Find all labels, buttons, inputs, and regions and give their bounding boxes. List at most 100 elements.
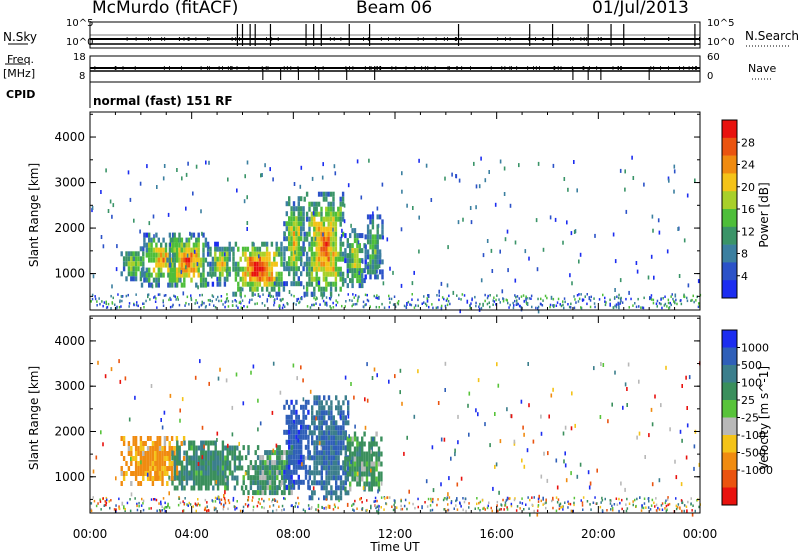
echo-cell — [305, 261, 309, 267]
colorbar-tick-label: 28 — [741, 136, 755, 149]
near-range-cell — [208, 303, 211, 306]
scatter-cell — [343, 203, 346, 208]
near-range-cell — [523, 300, 525, 303]
echo-cell — [146, 436, 150, 441]
near-range-cell — [107, 302, 110, 306]
echo-cell — [183, 252, 186, 258]
scatter-cell — [129, 197, 132, 202]
echo-cell — [339, 495, 343, 501]
echo-cell — [365, 451, 369, 457]
near-range-cell — [257, 501, 260, 504]
echo-cell — [148, 277, 151, 283]
echo-cell — [134, 261, 138, 267]
scatter-cell — [447, 245, 449, 250]
echo-cell — [155, 282, 158, 288]
near-range-cell — [658, 302, 661, 305]
echo-cell — [204, 460, 208, 466]
echo-cell — [310, 256, 314, 262]
echo-cell — [374, 234, 377, 240]
echo-cell — [185, 465, 189, 471]
echo-cell — [157, 267, 160, 273]
scatter-cell — [450, 456, 452, 461]
echo-cell — [358, 278, 361, 284]
echo-cell — [266, 475, 269, 481]
echo-cell — [285, 460, 289, 466]
echo-cell — [151, 446, 155, 451]
echo-cell — [290, 479, 293, 485]
echo-cell — [268, 475, 272, 481]
echo-cell — [174, 242, 177, 248]
scatter-cell — [650, 407, 653, 412]
echo-cell — [212, 470, 215, 476]
near-range-cell — [388, 305, 390, 309]
echo-cell — [325, 236, 328, 242]
echo-cell — [256, 465, 260, 471]
near-range-cell — [182, 509, 185, 512]
echo-cell — [157, 277, 160, 283]
near-range-cell — [203, 301, 205, 305]
near-range-cell — [388, 294, 390, 298]
echo-cell — [305, 211, 309, 217]
echo-cell — [259, 460, 262, 466]
scatter-cell — [506, 407, 508, 412]
scatter-cell — [367, 261, 369, 266]
echo-cell — [190, 440, 193, 446]
echo-cell — [226, 485, 229, 491]
near-range-cell — [655, 302, 658, 305]
colorbar-segment — [722, 470, 737, 488]
echo-cell — [297, 196, 300, 202]
echo-cell — [174, 282, 177, 288]
echo-cell — [226, 271, 229, 277]
echo-cell — [288, 434, 291, 440]
echo-cell — [292, 231, 296, 237]
echo-cell — [337, 271, 340, 277]
echo-cell — [329, 221, 333, 227]
echo-cell — [176, 475, 179, 481]
scatter-cell — [127, 170, 130, 175]
colorbar-tick-label: -100 — [741, 429, 766, 442]
near-range-cell — [153, 498, 155, 501]
echo-cell — [318, 460, 321, 466]
echo-cell — [162, 252, 165, 258]
echo-cell — [212, 460, 215, 466]
echo-cell — [327, 465, 331, 471]
echo-cell — [167, 282, 170, 288]
echo-cell — [246, 261, 250, 267]
echo-cell — [218, 251, 222, 257]
echo-cell — [202, 455, 205, 461]
near-range-cell — [664, 295, 666, 298]
echo-cell — [295, 231, 298, 237]
echo-cell — [261, 455, 265, 461]
echo-cell — [273, 490, 277, 496]
scatter-cell — [317, 503, 320, 508]
near-range-cell — [190, 296, 192, 300]
near-range-cell — [456, 294, 458, 297]
near-range-cell — [630, 297, 632, 301]
echo-cell — [325, 485, 328, 491]
echo-cell — [170, 476, 174, 481]
echo-cell — [148, 272, 151, 278]
echo-cell — [313, 221, 316, 227]
echo-cell — [192, 455, 196, 461]
echo-cell — [192, 262, 196, 268]
echo-cell — [297, 276, 300, 282]
scatter-cell — [520, 399, 523, 404]
near-range-cell — [680, 302, 683, 306]
echo-cell — [285, 236, 288, 242]
echo-cell — [363, 451, 366, 457]
echo-cell — [358, 461, 361, 467]
echo-cell — [195, 450, 198, 456]
near-range-cell — [564, 501, 566, 504]
near-range-cell — [390, 297, 393, 301]
near-range-cell — [211, 294, 214, 297]
echo-cell — [317, 251, 321, 257]
echo-cell — [219, 470, 222, 476]
echo-cell — [313, 256, 316, 262]
scatter-cell — [189, 231, 191, 236]
echo-cell — [337, 445, 340, 451]
echo-cell — [290, 399, 293, 405]
echo-cell — [254, 480, 257, 486]
echo-cell — [330, 400, 333, 406]
scatter-cell — [446, 283, 449, 288]
scatter-cell — [473, 161, 475, 166]
